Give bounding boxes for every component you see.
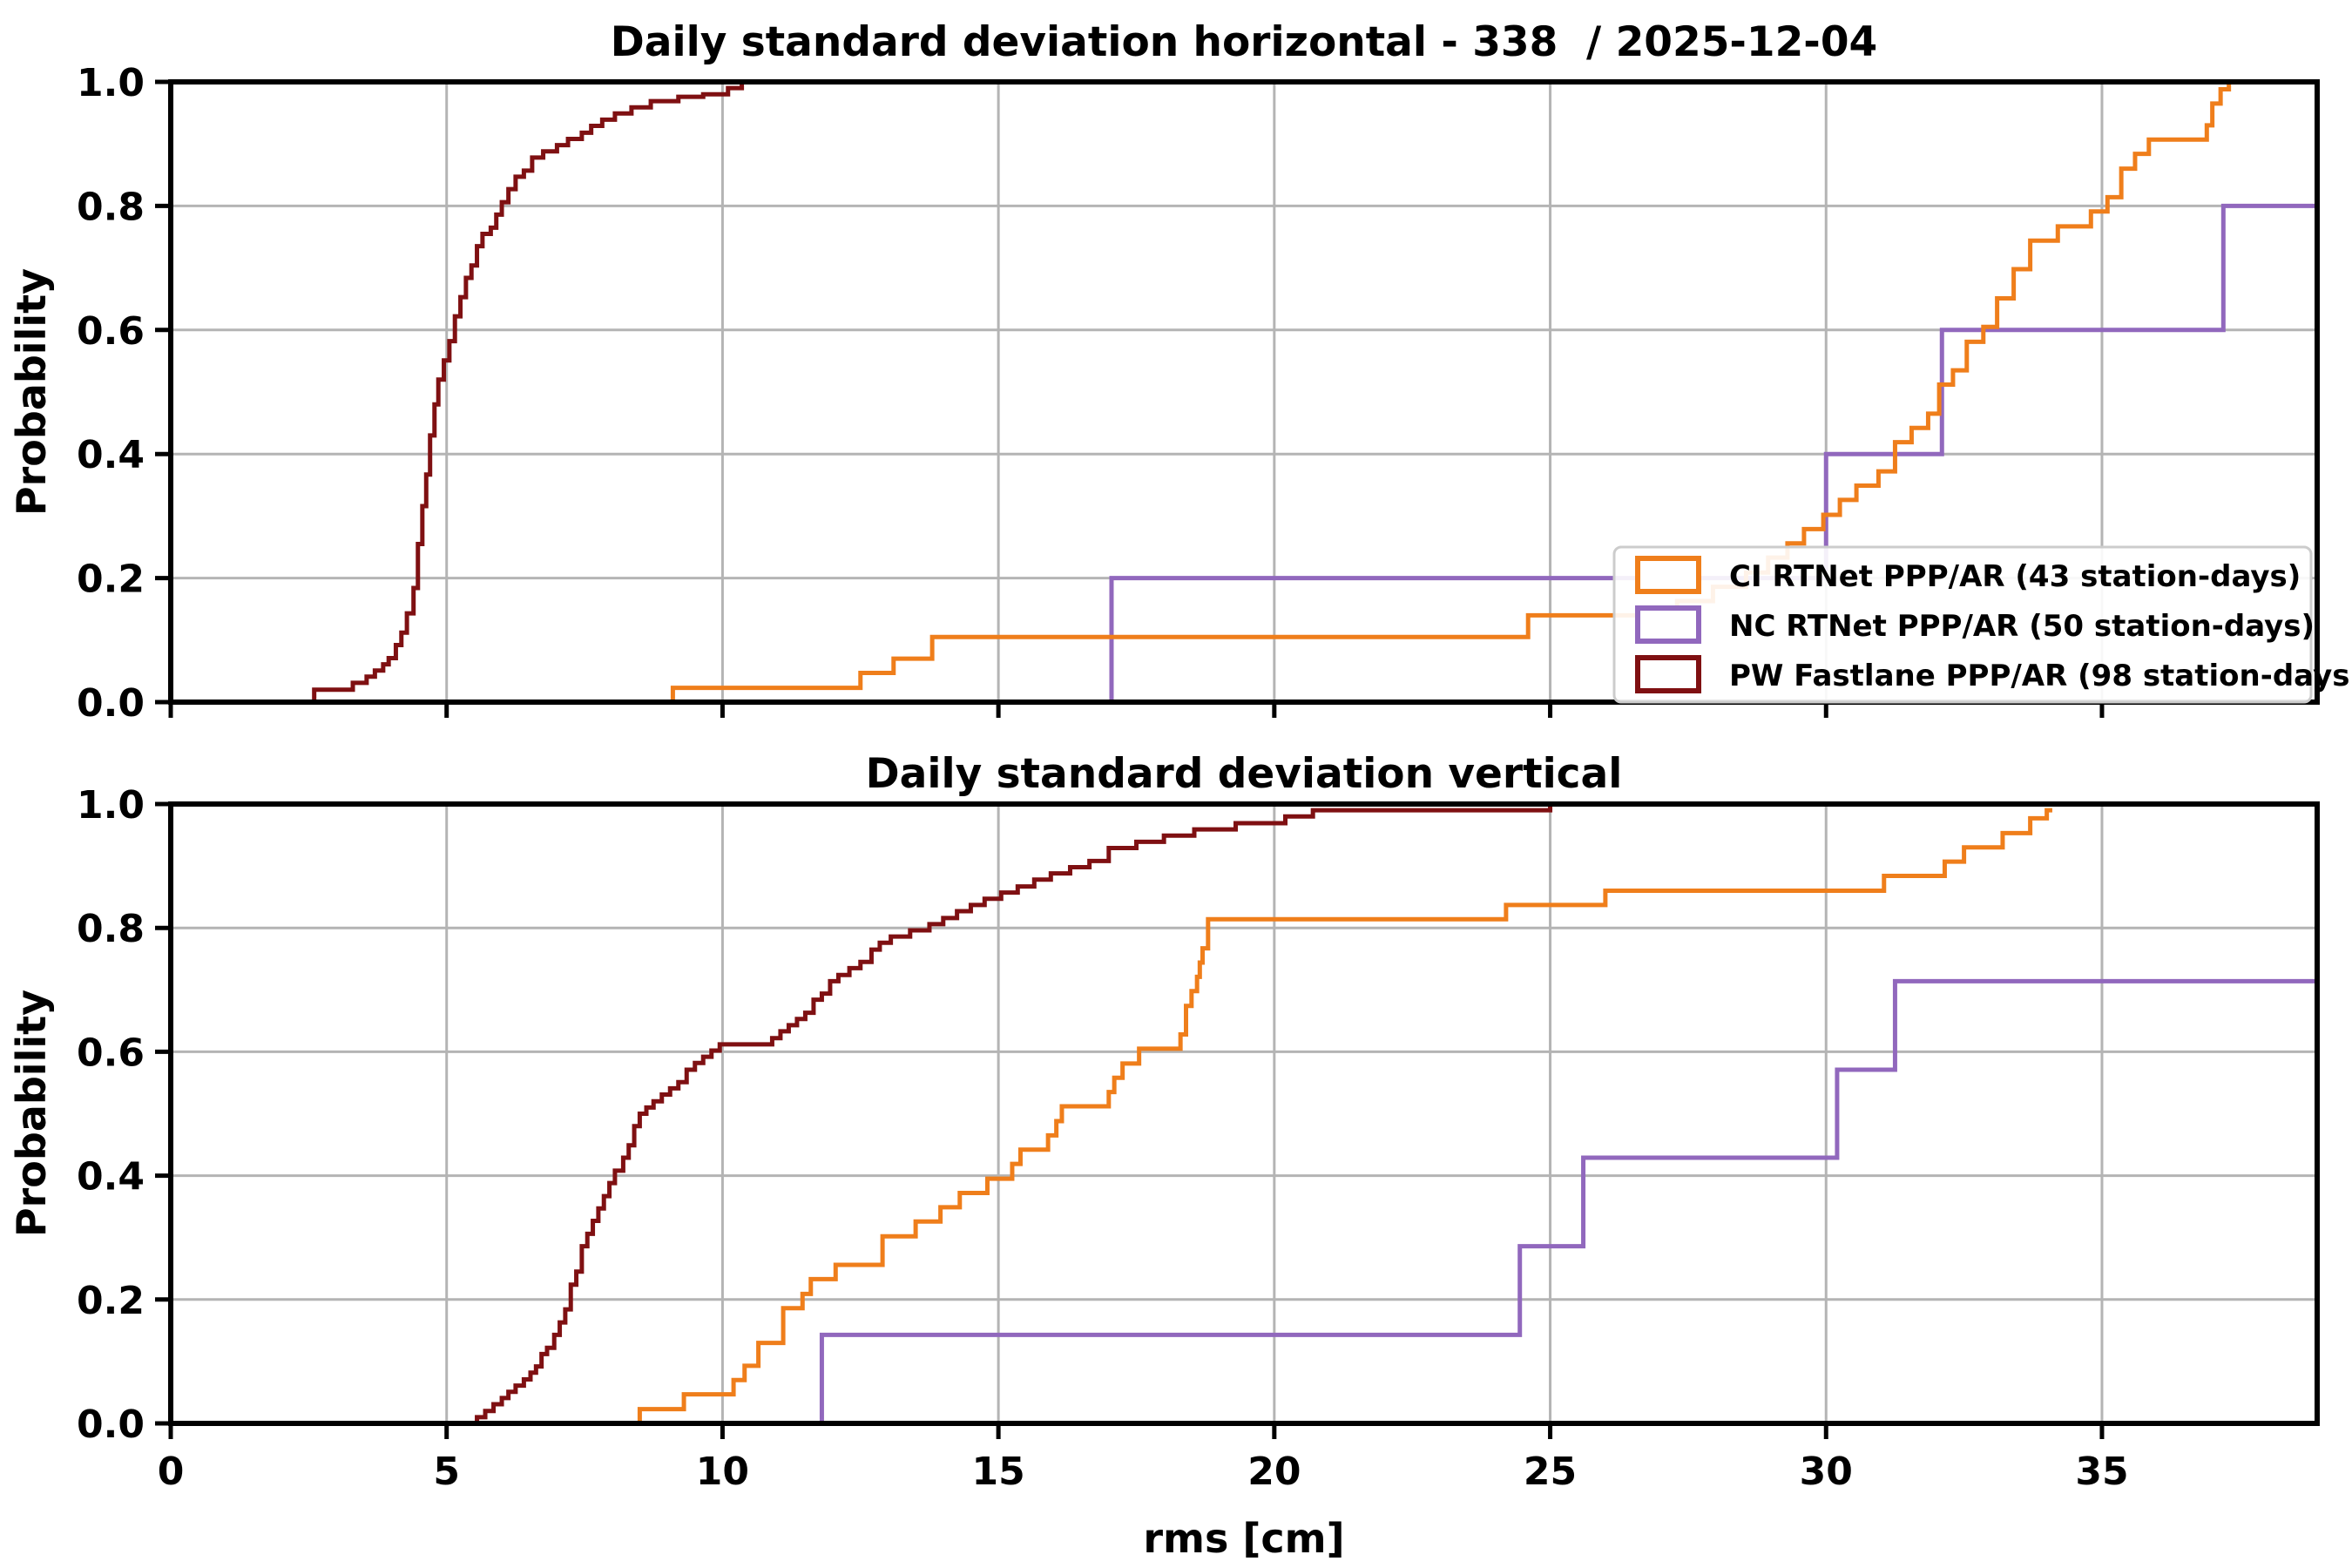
plot-frames [168,79,2320,1426]
x-tick-label: 15 [972,1450,1025,1494]
y-tick-label: 0.8 [77,185,145,229]
legend-swatch-ci [1635,556,1701,594]
x-tick-label: 30 [1800,1450,1853,1494]
x-tick-label: 35 [2075,1450,2128,1494]
bottom-plot-gridlines [171,804,2317,1423]
axis-ticks [155,79,2105,1439]
legend-label-nc: NC RTNet PPP/AR (50 station-days) [1729,609,2315,644]
legend-label-ci: CI RTNet PPP/AR (43 station-days) [1729,559,2301,594]
y-tick-label: 0.2 [77,558,145,602]
x-tick-label: 5 [433,1450,460,1494]
legend-label-pw: PW Fastlane PPP/AR (98 station-days) [1729,659,2352,693]
x-tick-label: 10 [696,1450,749,1494]
x-axis-label: rms [cm] [1143,1515,1344,1562]
y-tick-label: 1.0 [77,61,145,105]
legend-box [1612,545,2313,704]
ecdf-curve-nc [833,203,2317,702]
top-plot-title: Daily standard deviation horizontal - 33… [611,18,1877,66]
top-y-axis-label: Probability [8,268,55,516]
y-tick-label: 0.6 [77,1031,145,1075]
axis-tick-labels: 0.0 0.2 0.4 0.6 0.8 1.0 0 5 10 15 20 25 30 35 0.0 0.2 0.… [77,61,2129,1494]
ecdf-curve-pw [469,804,1559,1423]
y-tick-label: 0.6 [77,309,145,354]
bottom-plot-curves [469,804,2317,1423]
ecdf-curve-ci [634,808,2052,1423]
legend-swatch-nc [1635,605,1701,644]
legend: CI RTNet PPP/AR (43 station-days) NC RTN… [1612,545,2352,704]
x-tick-label: 0 [158,1450,185,1494]
legend-swatch-pw [1635,655,1701,693]
y-tick-label: 0.2 [77,1279,145,1323]
y-tick-label: 0.0 [77,1402,145,1447]
y-tick-label: 0.0 [77,681,145,726]
x-tick-label: 20 [1247,1450,1301,1494]
y-tick-label: 0.4 [77,433,145,477]
x-tick-label: 25 [1524,1450,1577,1494]
y-tick-label: 1.0 [77,783,145,828]
bottom-plot-title: Daily standard deviation vertical [866,750,1623,798]
y-tick-label: 0.4 [77,1155,145,1200]
ecdf-curve-pw [187,82,754,702]
bottom-y-axis-label: Probability [8,990,55,1237]
y-tick-label: 0.8 [77,907,145,951]
ecdf-curve-nc [777,978,2317,1423]
